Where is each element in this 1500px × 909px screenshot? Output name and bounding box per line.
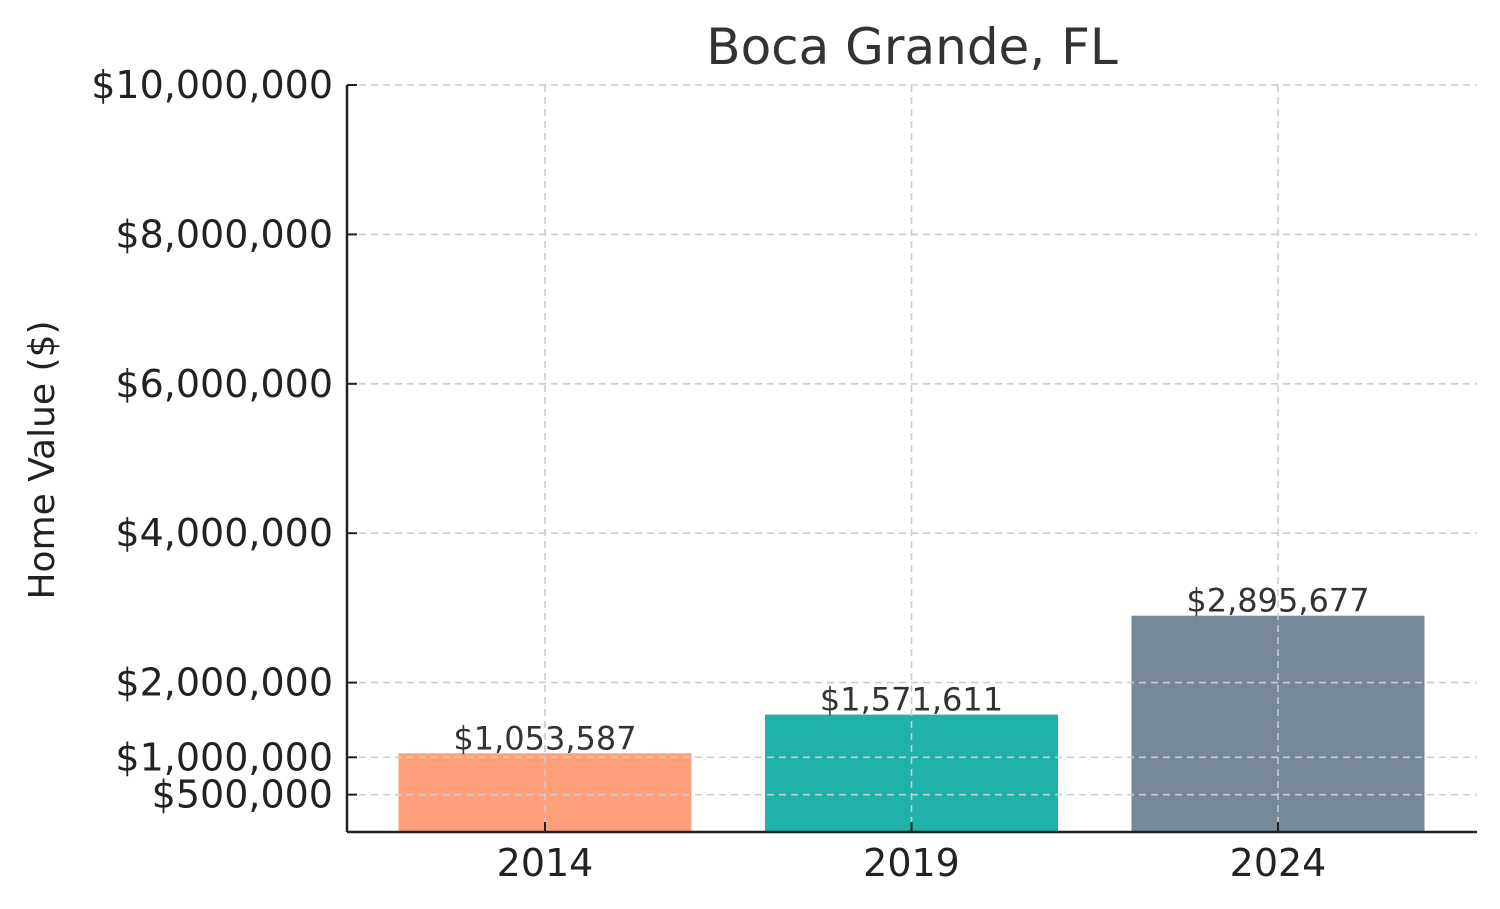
y-tick-label: $2,000,000 (115, 661, 333, 705)
gridlines (347, 84, 1477, 832)
y-tick-label: $500,000 (152, 773, 333, 817)
y-tick-label: $4,000,000 (115, 511, 333, 555)
x-tick-label: 2019 (863, 841, 960, 885)
data-label: $2,895,677 (1186, 582, 1369, 620)
chart-title: Boca Grande, FL (706, 18, 1118, 76)
x-tick-label: 2014 (497, 841, 594, 885)
data-label: $1,571,611 (820, 681, 1003, 719)
y-tick-label: $1,000,000 (115, 735, 333, 779)
data-label: $1,053,587 (453, 719, 636, 757)
x-tick-label: 2024 (1230, 841, 1327, 885)
y-tick-label: $6,000,000 (115, 362, 333, 406)
y-tick-label: $10,000,000 (91, 63, 333, 107)
labels: $500,000$1,000,000 $2,000,000 $4,000,000 $6… (91, 63, 1369, 885)
y-axis-label: Home Value ($) (22, 320, 63, 599)
axes (345, 84, 1477, 834)
y-tick-label: $8,000,000 (115, 212, 333, 256)
